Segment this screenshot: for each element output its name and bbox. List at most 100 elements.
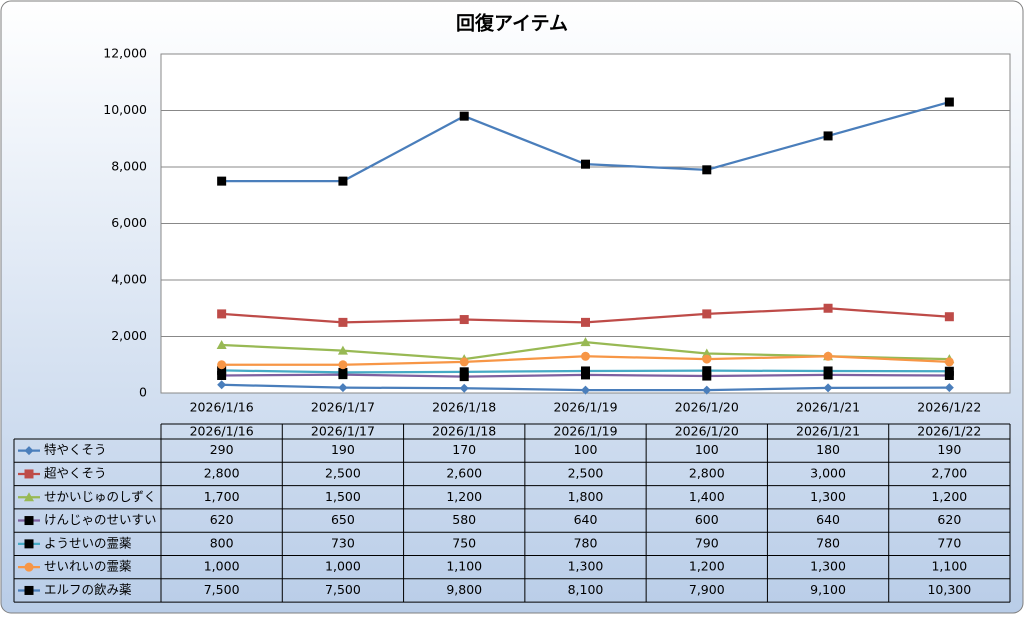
data-point: [944, 366, 954, 376]
data-point: [944, 357, 954, 367]
data-point: [217, 309, 227, 319]
legend-label: せかいじゅのしずく: [44, 489, 156, 504]
table-value: 1,000: [325, 559, 361, 574]
legend-key-marker: [24, 492, 34, 502]
legend-label: せいれいの霊薬: [44, 559, 132, 574]
data-point: [459, 372, 469, 382]
data-point: [338, 360, 348, 370]
data-point: [581, 159, 590, 169]
table-value: 190: [937, 442, 961, 457]
table-value: 800: [210, 535, 234, 550]
table-value: 100: [695, 442, 719, 457]
data-point: [216, 339, 227, 349]
x-tick-label: 2026/1/18: [432, 400, 496, 415]
table-value: 790: [695, 535, 719, 550]
table-header: 2026/1/20: [675, 424, 739, 439]
legend-key-marker: [24, 539, 34, 549]
y-tick-label: 0: [139, 385, 147, 400]
table-value: 2,800: [204, 465, 240, 480]
data-point: [944, 97, 954, 107]
data-point: [217, 176, 227, 186]
data-point: [217, 365, 227, 375]
legend-key-marker: [24, 562, 34, 572]
data-point: [459, 367, 469, 377]
data-point: [702, 371, 712, 381]
table-value: 1,400: [689, 489, 725, 504]
data-point: [823, 303, 833, 313]
table-header: 2026/1/21: [796, 424, 860, 439]
table-value: 1,500: [325, 489, 361, 504]
x-tick-label: 2026/1/20: [675, 400, 739, 415]
table-value: 10,300: [927, 582, 971, 597]
legend-key-marker: [24, 516, 34, 526]
table-value: 750: [452, 535, 476, 550]
table-value: 8,100: [568, 582, 604, 597]
table-value: 580: [452, 512, 476, 527]
data-point: [338, 367, 348, 377]
data-point: [581, 317, 590, 327]
table-value: 1,100: [931, 559, 967, 574]
data-point: [944, 383, 954, 393]
y-tick-label: 2,000: [111, 328, 147, 343]
data-point: [701, 348, 712, 358]
data-point: [338, 317, 348, 327]
legend-label: 特やくそう: [44, 442, 107, 457]
table-value: 600: [695, 512, 719, 527]
table-value: 2,600: [446, 465, 482, 480]
table-value: 620: [937, 512, 961, 527]
legend-label: けんじゃのせいすい: [44, 512, 157, 527]
table-value: 1,300: [810, 489, 846, 504]
data-point: [823, 131, 833, 141]
table-value: 640: [816, 512, 840, 527]
table-value: 1,200: [446, 489, 482, 504]
table-header: 2026/1/18: [432, 424, 496, 439]
table-value: 780: [574, 535, 598, 550]
table-value: 730: [331, 535, 355, 550]
data-point: [459, 315, 469, 325]
legend-label: エルフの飲み薬: [44, 582, 132, 597]
data-point: [338, 383, 348, 393]
table-value: 9,800: [446, 582, 482, 597]
data-point: [702, 354, 712, 364]
table-value: 2,800: [689, 465, 725, 480]
data-point: [459, 357, 469, 367]
table-value: 650: [331, 512, 355, 527]
table-value: 7,500: [325, 582, 361, 597]
x-tick-label: 2026/1/22: [917, 400, 981, 415]
table-value: 100: [574, 442, 598, 457]
x-tick-label: 2026/1/16: [190, 400, 254, 415]
table-value: 290: [210, 442, 234, 457]
table-value: 640: [574, 512, 598, 527]
data-point: [581, 385, 590, 395]
chart-title: 回復アイテム: [456, 12, 568, 35]
legend-key-marker: [24, 585, 34, 595]
table-value: 2,700: [931, 465, 967, 480]
table-value: 7,900: [689, 582, 725, 597]
table-header: 2026/1/16: [190, 424, 254, 439]
table-value: 1,200: [689, 559, 725, 574]
y-tick-label: 6,000: [111, 215, 147, 230]
data-point: [823, 366, 833, 376]
table-value: 1,200: [931, 489, 967, 504]
data-point: [217, 380, 227, 390]
data-point: [702, 385, 712, 395]
table-value: 1,700: [204, 489, 240, 504]
table-value: 190: [331, 442, 355, 457]
data-point: [702, 165, 712, 175]
table-value: 1,000: [204, 559, 240, 574]
table-value: 7,500: [204, 582, 240, 597]
data-point: [217, 360, 227, 370]
data-point: [823, 351, 833, 361]
y-tick-label: 8,000: [111, 159, 147, 174]
table-value: 620: [210, 512, 234, 527]
data-point: [702, 366, 712, 376]
x-tick-label: 2026/1/17: [311, 400, 375, 415]
data-point: [581, 366, 590, 376]
y-tick-label: 12,000: [103, 46, 147, 61]
x-tick-label: 2026/1/21: [796, 400, 860, 415]
table-value: 780: [816, 535, 840, 550]
y-tick-label: 4,000: [111, 272, 147, 287]
legend-key-marker: [24, 446, 34, 456]
legend-label: ようせいの霊薬: [44, 535, 132, 550]
